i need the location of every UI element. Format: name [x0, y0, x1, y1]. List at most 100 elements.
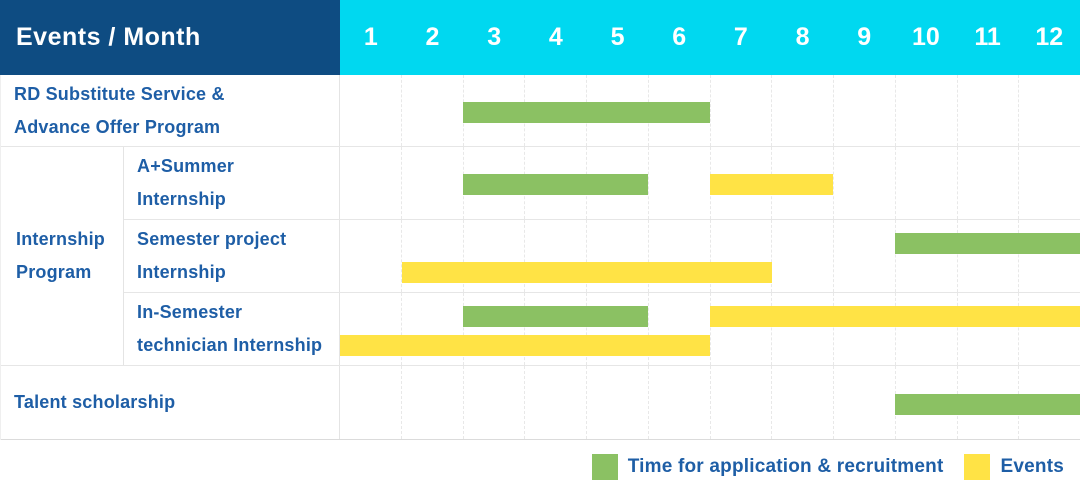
month-grid-column	[709, 75, 772, 146]
month-grid-column	[894, 147, 957, 219]
month-grid-column	[400, 75, 463, 146]
month-grid-column	[586, 220, 648, 292]
row-label-line: Internship	[137, 189, 227, 209]
month-grid-column	[647, 366, 710, 439]
month-grid-column	[400, 147, 463, 219]
month-header-cell: 9	[857, 23, 872, 51]
month-grid-column	[524, 366, 586, 439]
chart-cell-insem	[340, 293, 1080, 365]
gantt-bar-application	[895, 393, 1080, 415]
group-label-line: Program	[16, 262, 92, 282]
gantt-bar-application	[463, 306, 649, 327]
gantt-bar-events	[710, 306, 1080, 327]
green-swatch-icon	[591, 454, 618, 480]
month-header-cell: 10	[911, 23, 940, 51]
table-row: RD Substitute Service & Advance Offer Pr…	[1, 75, 1080, 147]
month-header-cell: 11	[974, 23, 1001, 51]
legend-item-events: Events	[964, 454, 1064, 480]
internship-program-group: Internship Program A+Summer Internship S…	[1, 147, 1080, 366]
month-grid-column	[400, 366, 463, 439]
month-grid-column	[956, 293, 1019, 365]
row-label-line: In-Semester	[137, 302, 243, 322]
table-header-row: Events / Month 1 2 3 4 5 6 7 8 9 10 11 12	[0, 0, 1080, 75]
legend: Time for application & recruitment Event…	[0, 440, 1080, 494]
row-label-semester-project: Semester project Internship	[124, 220, 340, 292]
row-label-line: Talent scholarship	[14, 392, 176, 412]
month-grid-column	[340, 366, 401, 439]
chart-cell-talent	[340, 366, 1080, 439]
month-grid-column	[340, 75, 401, 146]
month-header-cell: 3	[487, 23, 502, 51]
month-grid-column	[833, 366, 895, 439]
row-label-in-semester: In-Semester technician Internship	[124, 293, 340, 365]
month-header-strip: 1 2 3 4 5 6 7 8 9 10 11 12	[340, 0, 1080, 75]
month-grid-column	[771, 220, 833, 292]
month-grid-column	[894, 75, 957, 146]
month-header-cell: 8	[795, 23, 810, 51]
month-header-cell: 5	[610, 23, 625, 51]
group-label-line: Internship	[16, 229, 106, 249]
month-header-cell: 12	[1035, 23, 1064, 51]
row-label-aplus-summer: A+Summer Internship	[124, 147, 340, 219]
month-grid-column	[709, 220, 772, 292]
month-grid-column	[340, 147, 401, 219]
chart-cell-aplus	[340, 147, 1080, 219]
table-title: Events / Month	[16, 23, 201, 51]
row-label-talent-scholarship: Talent scholarship	[1, 366, 340, 439]
row-label-line: Internship	[137, 262, 227, 282]
month-grid-column	[647, 220, 710, 292]
month-grid-column	[833, 75, 895, 146]
table-row: In-Semester technician Internship	[124, 293, 1080, 365]
month-grid-column	[524, 293, 586, 365]
gantt-bar-events	[340, 335, 710, 356]
gantt-bar-events	[710, 174, 834, 195]
month-grid-column	[462, 366, 525, 439]
internship-subrows: A+Summer Internship Semester project Int…	[124, 147, 1080, 365]
month-grid-column	[833, 220, 895, 292]
table-row: A+Summer Internship	[124, 147, 1080, 220]
month-header-cell: 7	[733, 23, 748, 51]
month-grid-column	[462, 75, 525, 146]
month-grid-column	[586, 293, 648, 365]
gantt-bar-events	[401, 262, 772, 283]
month-gridlines	[340, 293, 1080, 365]
yellow-swatch-icon	[964, 454, 991, 480]
legend-item-application: Time for application & recruitment	[591, 454, 944, 480]
month-grid-column	[771, 75, 833, 146]
month-grid-column	[340, 220, 401, 292]
month-grid-column	[462, 147, 525, 219]
month-grid-column	[709, 366, 772, 439]
month-grid-column	[894, 220, 957, 292]
month-grid-column	[956, 75, 1019, 146]
month-grid-column	[647, 147, 710, 219]
legend-label: Events	[1000, 456, 1064, 477]
month-grid-column	[956, 220, 1019, 292]
gantt-bar-application	[895, 233, 1080, 254]
row-label-line: technician Internship	[137, 335, 323, 355]
table-body: RD Substitute Service & Advance Offer Pr…	[0, 75, 1080, 440]
group-label-internship-program: Internship Program	[1, 147, 124, 365]
month-grid-column	[833, 293, 895, 365]
month-grid-column	[1018, 147, 1080, 219]
month-grid-column	[709, 293, 772, 365]
row-label-line: Semester project	[137, 229, 287, 249]
row-label-line: Advance Offer Program	[14, 116, 221, 137]
month-grid-column	[586, 366, 648, 439]
table-row: Semester project Internship	[124, 220, 1080, 293]
month-grid-column	[833, 147, 895, 219]
month-grid-column	[894, 293, 957, 365]
month-grid-column	[771, 366, 833, 439]
month-grid-column	[462, 220, 525, 292]
month-grid-column	[400, 293, 463, 365]
month-grid-column	[956, 147, 1019, 219]
chart-cell-semester	[340, 220, 1080, 292]
month-header-cell: 1	[363, 23, 378, 51]
gantt-bar-application	[463, 174, 649, 195]
row-label-line: RD Substitute Service &	[14, 83, 225, 104]
table-title-cell: Events / Month	[0, 0, 340, 75]
month-grid-column	[1018, 220, 1080, 292]
month-grid-column	[524, 220, 586, 292]
month-header-cell: 2	[425, 23, 440, 51]
legend-label: Time for application & recruitment	[627, 456, 944, 477]
